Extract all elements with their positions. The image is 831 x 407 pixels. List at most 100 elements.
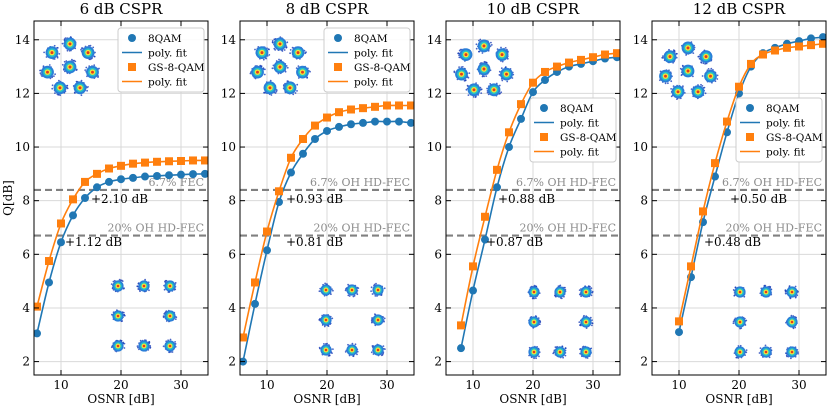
legend-label: GS-8-QAM [560,132,617,144]
data-point-8qam [129,173,137,182]
constellation-dot [764,284,767,287]
constellation-dot [704,92,707,95]
data-point-8qam [177,170,185,179]
constellation-dot [278,58,280,61]
data-point-gs8qam [711,159,719,168]
constellation-dot [123,347,126,349]
data-point-8qam [469,286,477,295]
constellation-dot [357,287,360,289]
constellation-dot [583,314,585,317]
constellation-core [91,70,94,74]
data-point-8qam [505,143,513,152]
y-tick-label: 6 [434,247,442,261]
constellation-dot [285,46,288,49]
data-point-8qam [57,238,65,247]
constellation-dot [535,297,537,300]
constellation-dot [139,339,142,342]
data-point-gs8qam [723,117,731,126]
constellation-dot [578,321,581,323]
x-tick-label: 10 [259,378,274,392]
constellation-dot [500,46,502,49]
constellation-core [790,350,794,354]
constellation-dot [370,286,373,289]
constellation-dot [585,327,588,329]
legend-label: poly. fit [148,77,188,89]
data-point-gs8qam [395,101,403,110]
constellation-dot [284,70,287,73]
constellation-core [68,42,72,46]
data-point-gs8qam [469,262,477,271]
constellation-dot [794,285,797,288]
constellation-dot [468,72,471,74]
panel-title: 10 dB CSPR [487,0,580,18]
constellation-dot [703,86,706,89]
constellation-core [58,86,62,90]
constellation-dot [737,345,740,347]
legend-label: 8QAM [560,103,594,115]
constellation-core [460,72,463,76]
data-point-8qam [335,122,343,131]
ticks: 10 20 30 2 4 6 8 10 12 14 [633,21,826,392]
constellation-core [584,290,588,294]
data-point-8qam [347,120,355,129]
fec-threshold-label: 6.7% OH HD-FEC [516,176,616,189]
x-tick-label: 30 [379,378,394,392]
x-tick-label: 30 [791,378,806,392]
constellation-dot [318,290,321,293]
constellation-dot [289,52,291,55]
y-tick-label: 8 [228,194,236,208]
constellation-dot [590,294,593,297]
constellation-dot [732,289,735,291]
constellation-dot [511,77,514,79]
constellation-core [296,51,300,55]
constellation-dot [347,283,349,286]
constellation-dot [383,287,386,290]
constellation-dot [54,92,56,94]
constellation-dot [351,342,354,345]
constellation-dot [662,55,664,57]
constellation-dot [295,67,298,69]
legend: 8QAM poly. fit GS-8-QAM poly. fit [735,97,823,163]
data-point-gs8qam [141,158,149,167]
constellation-core [350,348,354,352]
constellation-core [492,88,496,92]
data-point-8qam [287,168,295,177]
data-point-8qam [165,171,173,180]
data-point-gs8qam [675,317,683,326]
constellation-dot [700,83,702,86]
constellation-core [532,290,536,294]
constellation-dot [670,88,672,90]
constellation-dot [323,343,325,345]
constellation-dot [80,94,83,97]
constellation-dot [743,295,746,298]
data-point-8qam [299,149,307,158]
fec-threshold-label: 6.7% OH HD-FEC [310,176,410,189]
y-tick-label: 10 [633,140,648,154]
constellation-dot [273,38,276,41]
constellation-dot [670,80,673,83]
data-point-gs8qam [783,43,791,52]
constellation-dot [144,278,147,281]
data-point-8qam [371,117,379,126]
panels: 6 dB CSPR 6.7% FEC 20% OH HD-FEC +2.10 dB +1… [15,0,827,406]
constellation-dot [263,91,265,94]
constellation-core [482,67,486,71]
y-tick-label: 10 [221,140,236,154]
constellation-dot [500,91,503,94]
constellation-dot [533,357,535,360]
constellation-dot [164,279,167,282]
constellation-dot [697,55,700,58]
y-tick-label: 4 [434,301,442,315]
data-point-gs8qam [735,82,743,91]
y-tick-label: 2 [640,355,648,369]
constellation-dot [85,66,88,69]
constellation-dot [75,68,78,71]
legend-label: 8QAM [354,33,388,45]
constellation-dot [66,49,69,52]
constellation-dot [479,38,482,41]
x-tick-label: 20 [731,378,746,392]
panel-title: 12 dB CSPR [693,0,786,18]
data-point-gs8qam [493,165,501,174]
data-point-gs8qam [407,101,414,110]
constellation-dot [264,68,266,71]
